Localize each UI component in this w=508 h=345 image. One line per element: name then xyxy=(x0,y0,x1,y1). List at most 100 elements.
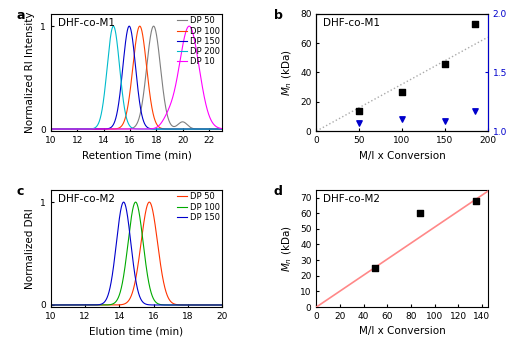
Point xyxy=(416,210,424,216)
Point xyxy=(472,198,480,204)
Point xyxy=(441,118,449,123)
Point xyxy=(471,108,479,114)
DP 50 xyxy=(150,24,156,28)
Text: c: c xyxy=(17,185,24,198)
Point xyxy=(355,108,363,113)
DP 150 xyxy=(197,303,203,307)
DP 150 xyxy=(197,127,203,131)
DP 200 xyxy=(197,127,203,131)
DP 10 xyxy=(186,24,192,28)
DP 100 xyxy=(216,127,222,131)
DP 150 xyxy=(48,303,54,307)
DP 200 xyxy=(121,103,127,107)
DP 100 xyxy=(219,127,225,131)
DP 50 xyxy=(48,127,54,131)
Text: b: b xyxy=(273,9,282,22)
Line: DP 200: DP 200 xyxy=(51,26,222,129)
DP 10 xyxy=(219,127,225,131)
Text: d: d xyxy=(273,185,282,198)
DP 150 xyxy=(77,127,83,131)
Legend: DP 50, DP 100, DP 150: DP 50, DP 100, DP 150 xyxy=(176,191,220,223)
DP 100 xyxy=(137,24,143,28)
DP 100 xyxy=(216,303,222,307)
DP 150 xyxy=(120,200,126,204)
DP 50 xyxy=(67,303,73,307)
Y-axis label: Normalized DRI: Normalized DRI xyxy=(24,208,35,289)
DP 150 xyxy=(48,127,54,131)
DP 50 xyxy=(121,302,127,306)
DP 150 xyxy=(219,303,225,307)
DP 200 xyxy=(48,127,54,131)
DP 150 xyxy=(67,303,73,307)
Point xyxy=(441,61,449,67)
DP 50 xyxy=(67,127,73,131)
Text: DHF-co-M1: DHF-co-M1 xyxy=(323,19,380,29)
DP 100 xyxy=(219,303,225,307)
DP 50 xyxy=(77,303,83,307)
Line: DP 100: DP 100 xyxy=(51,26,222,129)
DP 100 xyxy=(77,303,83,307)
DP 50 xyxy=(48,303,54,307)
DP 100 xyxy=(48,303,54,307)
DP 50 xyxy=(197,303,203,307)
DP 50 xyxy=(121,127,127,131)
DP 50 xyxy=(113,303,119,307)
DP 100 xyxy=(113,299,119,303)
Point xyxy=(371,265,379,271)
DP 10 xyxy=(113,127,119,131)
X-axis label: M/I x Conversion: M/I x Conversion xyxy=(359,150,446,160)
DP 200 xyxy=(219,127,225,131)
DP 150 xyxy=(121,200,127,204)
Legend: DP 50, DP 100, DP 150, DP 200, DP 10: DP 50, DP 100, DP 150, DP 200, DP 10 xyxy=(176,16,220,67)
DP 150 xyxy=(219,127,225,131)
Point xyxy=(471,21,479,27)
DP 100 xyxy=(197,127,203,131)
DP 150 xyxy=(126,24,132,28)
Line: DP 10: DP 10 xyxy=(51,26,222,129)
DP 100 xyxy=(133,200,139,204)
Y-axis label: $M_n$ (kDa): $M_n$ (kDa) xyxy=(281,49,295,96)
DP 50 xyxy=(216,127,222,131)
Text: DHF-co-M1: DHF-co-M1 xyxy=(57,19,115,29)
Line: DP 150: DP 150 xyxy=(51,202,222,305)
DP 150 xyxy=(67,127,73,131)
DP 200 xyxy=(113,37,119,41)
DP 100 xyxy=(121,120,127,124)
DP 150 xyxy=(77,303,83,307)
DP 150 xyxy=(113,240,119,244)
Text: DHF-co-M2: DHF-co-M2 xyxy=(57,195,115,205)
DP 200 xyxy=(67,127,73,131)
Line: DP 50: DP 50 xyxy=(51,26,222,129)
DP 100 xyxy=(48,127,54,131)
DP 50 xyxy=(146,200,152,204)
X-axis label: Elution time (min): Elution time (min) xyxy=(89,326,183,336)
Y-axis label: $M_n$ (kDa): $M_n$ (kDa) xyxy=(281,225,295,272)
DP 100 xyxy=(77,127,83,131)
Point xyxy=(398,117,406,122)
DP 50 xyxy=(77,127,83,131)
DP 150 xyxy=(121,55,127,59)
Text: a: a xyxy=(17,9,25,22)
X-axis label: M/I x Conversion: M/I x Conversion xyxy=(359,326,446,336)
DP 200 xyxy=(216,127,222,131)
Text: DHF-co-M2: DHF-co-M2 xyxy=(323,195,380,205)
DP 50 xyxy=(219,303,225,307)
DP 200 xyxy=(77,127,83,131)
Point xyxy=(355,120,363,126)
DP 10 xyxy=(121,127,127,131)
Y-axis label: Normalized RI Intensity: Normalized RI Intensity xyxy=(24,12,35,133)
Point xyxy=(398,89,406,94)
DP 50 xyxy=(113,127,119,131)
Line: DP 150: DP 150 xyxy=(51,26,222,129)
DP 150 xyxy=(216,303,222,307)
DP 100 xyxy=(121,272,127,276)
DP 10 xyxy=(197,73,203,77)
DP 50 xyxy=(216,303,222,307)
X-axis label: Retention Time (min): Retention Time (min) xyxy=(81,150,192,160)
DP 10 xyxy=(77,127,83,131)
Line: DP 50: DP 50 xyxy=(51,202,222,305)
DP 100 xyxy=(67,127,73,131)
DP 200 xyxy=(110,24,116,28)
DP 100 xyxy=(113,127,119,131)
DP 100 xyxy=(197,303,203,307)
